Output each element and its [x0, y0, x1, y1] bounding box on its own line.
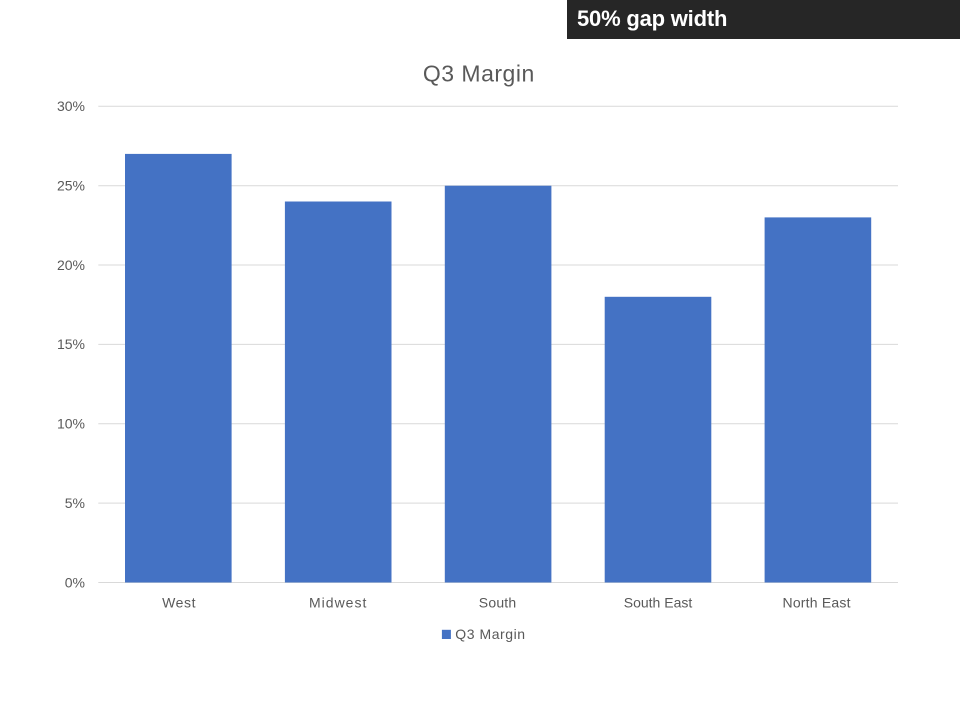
svg-text:20%: 20% — [57, 257, 85, 273]
svg-text:South: South — [479, 595, 517, 611]
svg-text:5%: 5% — [65, 495, 85, 511]
svg-text:Q3 Margin: Q3 Margin — [423, 61, 535, 87]
svg-text:Q3 Margin: Q3 Margin — [455, 626, 525, 642]
svg-text:Midwest: Midwest — [309, 595, 367, 611]
svg-text:15%: 15% — [57, 336, 85, 352]
svg-text:10%: 10% — [57, 416, 85, 432]
svg-text:0%: 0% — [65, 574, 85, 590]
svg-text:West: West — [162, 595, 196, 611]
svg-text:South East: South East — [624, 595, 693, 611]
svg-text:25%: 25% — [57, 178, 85, 194]
svg-text:30%: 30% — [57, 98, 85, 114]
svg-text:North East: North East — [783, 595, 851, 611]
